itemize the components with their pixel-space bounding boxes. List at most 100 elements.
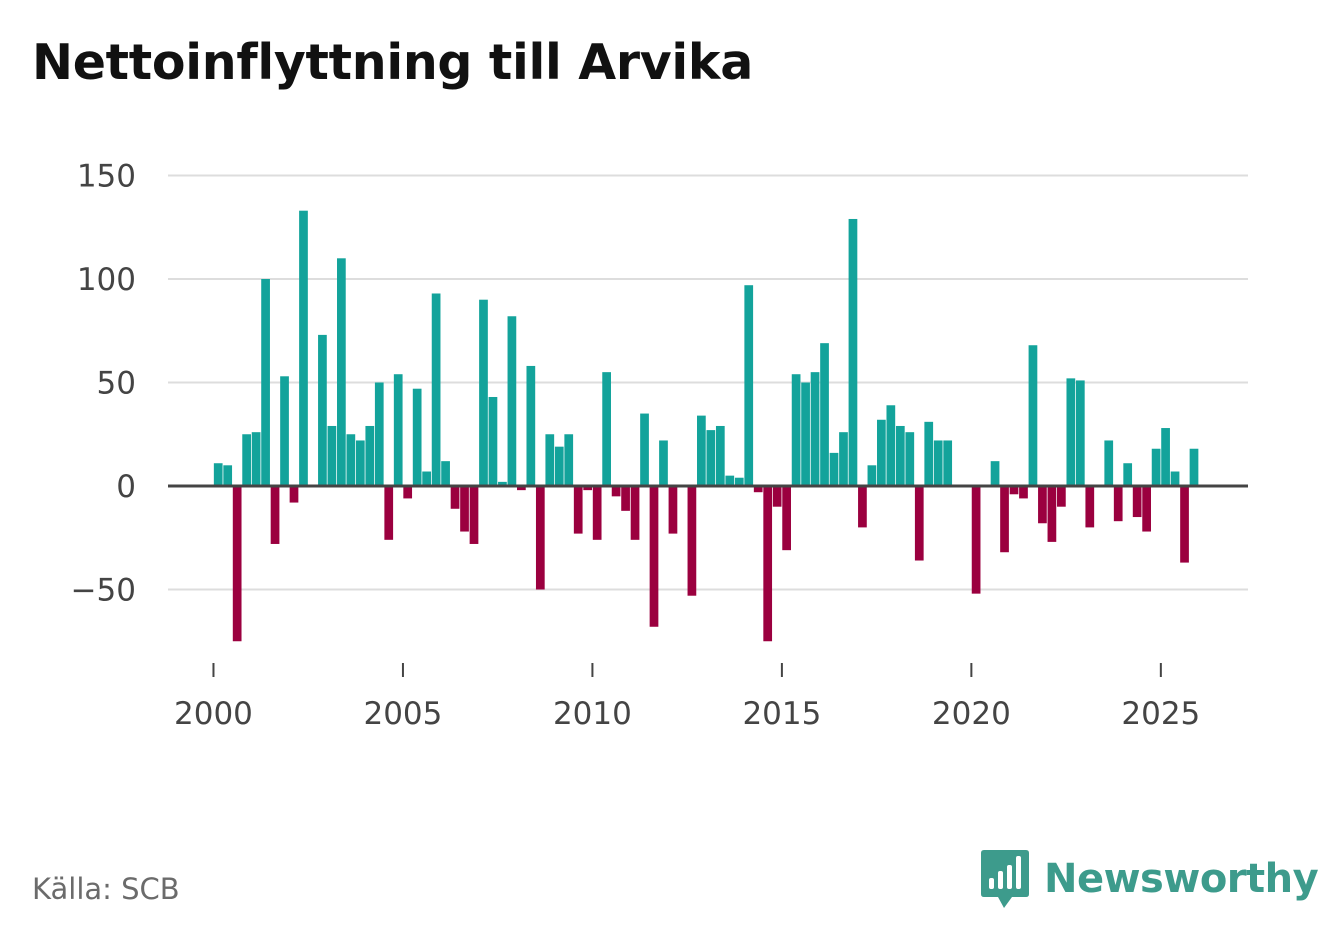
- bar: [905, 432, 915, 486]
- bar: [355, 440, 365, 486]
- x-tick-label: 2000: [174, 696, 253, 732]
- bar: [810, 372, 820, 486]
- bar: [545, 434, 555, 486]
- bar: [801, 382, 810, 486]
- bar: [829, 452, 839, 486]
- bar: [697, 415, 706, 486]
- bar: [621, 486, 630, 511]
- bar: [1085, 486, 1095, 528]
- bar: [1189, 448, 1199, 486]
- bar: [384, 486, 394, 540]
- bar: [526, 365, 536, 486]
- bar: [251, 432, 261, 486]
- x-tick-label: 2015: [742, 696, 821, 732]
- bar: [223, 465, 233, 486]
- bar: [640, 413, 649, 486]
- bars: [213, 210, 1199, 642]
- bar: [820, 343, 829, 486]
- bar: [554, 446, 564, 486]
- bar: [1038, 486, 1047, 524]
- bar: [1066, 378, 1076, 486]
- bar: [1132, 486, 1142, 518]
- bar: [318, 334, 327, 486]
- bar: [744, 285, 754, 486]
- bar: [517, 486, 526, 491]
- bar: [1151, 448, 1161, 486]
- bar: [488, 396, 498, 486]
- bar: [374, 382, 384, 486]
- bar: [895, 425, 905, 486]
- bar: [507, 316, 517, 486]
- bar: [867, 465, 877, 486]
- bar: [725, 475, 735, 486]
- y-tick-label: 0: [116, 469, 136, 505]
- bar: [346, 434, 356, 486]
- bar: [924, 421, 934, 486]
- bar: [450, 486, 460, 509]
- bar: [270, 486, 280, 544]
- bar: [990, 461, 1000, 486]
- bar: [1028, 345, 1038, 486]
- bar: [1019, 486, 1028, 499]
- y-axis-labels: 150 100 50 0 −50: [71, 159, 136, 609]
- bar-chart: 150 100 50 0 −50 2000 2005 2010 2015 2020 2025: [71, 159, 1248, 732]
- bar: [611, 486, 621, 497]
- brand-name: Newsworthy: [1044, 856, 1319, 902]
- bar: [1075, 380, 1085, 486]
- bar: [914, 486, 924, 561]
- bar: [848, 218, 858, 486]
- bar: [1113, 486, 1123, 522]
- bar: [232, 486, 242, 642]
- bar: [498, 481, 507, 486]
- bar: [327, 425, 337, 486]
- bar: [261, 279, 270, 486]
- bar: [839, 432, 848, 486]
- bar: [649, 486, 659, 627]
- bar: [280, 376, 289, 486]
- x-tick-label: 2005: [363, 696, 442, 732]
- bar: [668, 486, 678, 534]
- bar: [659, 440, 668, 486]
- bar: [791, 374, 801, 486]
- bar: [535, 486, 545, 590]
- y-tick-label: 100: [77, 262, 136, 298]
- bar: [734, 477, 744, 486]
- bar: [289, 486, 299, 503]
- bar: [393, 374, 403, 486]
- bar: [1142, 486, 1151, 532]
- bar: [422, 471, 431, 486]
- bar: [412, 388, 422, 486]
- bar: [479, 299, 488, 486]
- bar: [564, 434, 574, 486]
- chart-title: Nettoinflyttning till Arvika: [32, 34, 753, 91]
- bar: [1009, 486, 1019, 495]
- bar: [687, 486, 697, 596]
- bar: [213, 463, 223, 486]
- bar: [782, 486, 791, 551]
- x-tick-label: 2010: [553, 696, 632, 732]
- bar: [573, 486, 583, 534]
- bar: [1170, 471, 1180, 486]
- bar: [1057, 486, 1066, 507]
- bar: [460, 486, 469, 532]
- x-tick-label: 2025: [1121, 696, 1200, 732]
- bar: [365, 425, 375, 486]
- bar: [630, 486, 640, 540]
- bar: [943, 440, 953, 486]
- bar: [1180, 486, 1189, 563]
- newsworthy-logo: Newsworthy: [980, 848, 1319, 910]
- bar: [763, 486, 773, 642]
- bar: [1104, 440, 1114, 486]
- bar: [753, 486, 763, 493]
- bar-chart-speech-bubble-icon: [981, 850, 1029, 908]
- bar: [886, 405, 896, 486]
- bar: [1047, 486, 1057, 542]
- bar: [431, 293, 441, 486]
- y-tick-label: 150: [77, 159, 136, 195]
- y-tick-label: 50: [97, 366, 136, 402]
- bar: [299, 210, 308, 486]
- bar: [337, 258, 346, 486]
- bar: [772, 486, 782, 507]
- bar: [933, 440, 943, 486]
- bar: [592, 486, 602, 540]
